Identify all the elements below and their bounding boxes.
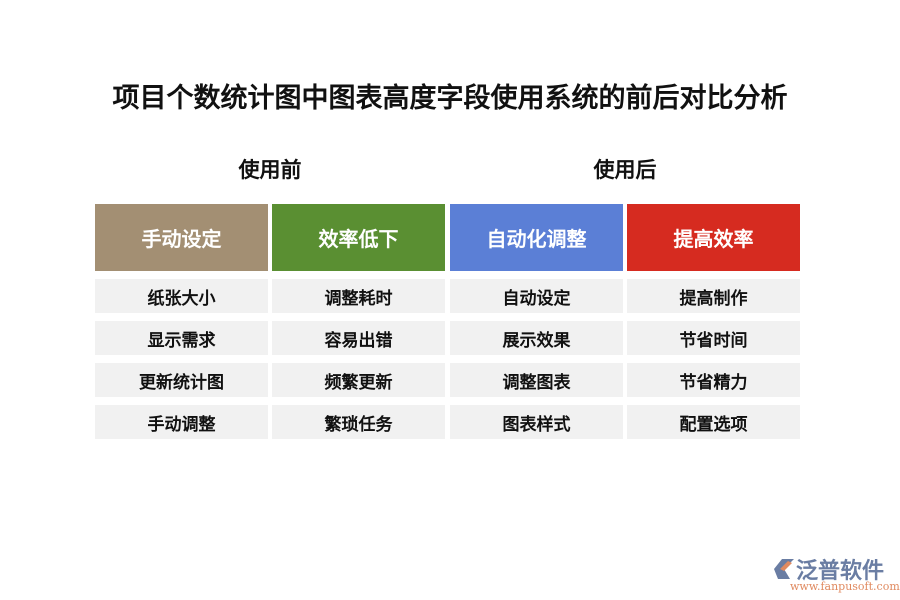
column-item: 节省时间 — [627, 321, 800, 355]
column-header: 手动设定 — [95, 204, 268, 271]
column-item: 图表样式 — [450, 405, 623, 439]
column-item: 展示效果 — [450, 321, 623, 355]
logo-name: 泛普软件 — [796, 559, 885, 584]
before-label: 使用前 — [238, 157, 302, 182]
column-item: 配置选项 — [627, 405, 800, 439]
column-1: 手动设定纸张大小显示需求更新统计图手动调整 — [95, 204, 268, 439]
column-item: 节省精力 — [627, 363, 800, 397]
column-item: 频繁更新 — [272, 363, 445, 397]
column-3: 自动化调整自动设定展示效果调整图表图表样式 — [450, 204, 623, 439]
column-item: 繁琐任务 — [272, 405, 445, 439]
fanpu-logo-icon — [774, 559, 794, 579]
column-item: 容易出错 — [272, 321, 445, 355]
column-item: 自动设定 — [450, 279, 623, 313]
column-2: 效率低下调整耗时容易出错频繁更新繁琐任务 — [272, 204, 445, 439]
column-item: 纸张大小 — [95, 279, 268, 313]
column-item: 显示需求 — [95, 321, 268, 355]
column-header: 自动化调整 — [450, 204, 623, 271]
page-title: 项目个数统计图中图表高度字段使用系统的前后对比分析 — [112, 83, 788, 114]
column-4: 提高效率提高制作节省时间节省精力配置选项 — [627, 204, 800, 439]
column-item: 调整图表 — [450, 363, 623, 397]
column-header: 效率低下 — [272, 204, 445, 271]
column-item: 提高制作 — [627, 279, 800, 313]
column-item: 更新统计图 — [95, 363, 268, 397]
column-header: 提高效率 — [627, 204, 800, 271]
after-label: 使用后 — [593, 157, 657, 182]
column-item: 调整耗时 — [272, 279, 445, 313]
logo-url: www.fanpusoft.com — [790, 580, 900, 593]
column-item: 手动调整 — [95, 405, 268, 439]
logo: 泛普软件 — [770, 553, 884, 585]
